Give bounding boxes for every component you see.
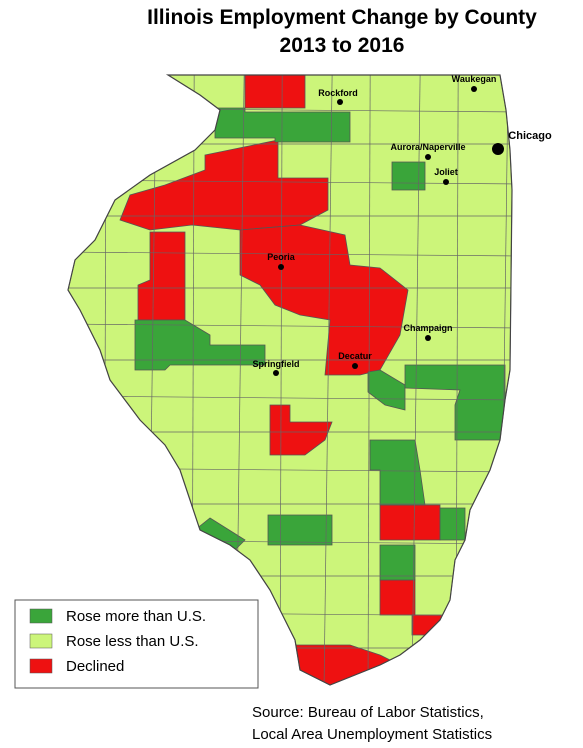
city-dot <box>443 179 449 185</box>
city-label: Joliet <box>434 167 458 177</box>
city-dot <box>352 363 358 369</box>
county-border <box>68 323 512 329</box>
county-group <box>119 139 329 231</box>
county-group <box>244 75 306 109</box>
city-dot <box>425 335 431 341</box>
county-border <box>68 395 512 401</box>
legend-box <box>14 599 259 689</box>
legend-label: Declined <box>66 658 124 675</box>
county-group <box>379 504 441 541</box>
county-group <box>269 404 333 456</box>
city-label: Peoria <box>267 252 296 262</box>
city-dot <box>273 370 279 376</box>
county-group <box>391 161 426 191</box>
legend-swatch <box>29 608 53 624</box>
city-label: Decatur <box>338 351 372 361</box>
city-label: Champaign <box>403 323 452 333</box>
legend-swatch <box>29 658 53 674</box>
map-subtitle: 2013 to 2016 <box>280 34 405 57</box>
county-border <box>68 75 69 685</box>
county-group <box>439 507 466 541</box>
cities: Rockford Waukegan Chicago Aurora/Napervi… <box>253 74 552 376</box>
county-border <box>411 75 421 685</box>
county-group <box>134 319 266 371</box>
city-dot <box>337 99 343 105</box>
county-border <box>103 75 107 685</box>
county-border <box>367 75 371 685</box>
map-title: Illinois Employment Change by County <box>147 6 537 29</box>
county-group <box>404 364 506 441</box>
city-dot <box>278 264 284 270</box>
county-border <box>68 251 512 257</box>
city-dot <box>425 154 431 160</box>
county-border <box>279 75 283 685</box>
county-group <box>267 514 333 546</box>
source: Source: Bureau of Labor Statistics, <box>252 704 484 721</box>
legend-swatch <box>29 633 53 649</box>
county-group <box>379 544 416 581</box>
legend: Rose more than U.S. Rose less than U.S. … <box>14 599 259 689</box>
city-label: Rockford <box>318 88 358 98</box>
city-dot <box>471 86 477 92</box>
legend-label: Rose less than U.S. <box>66 633 199 650</box>
legend-label: Rose more than U.S. <box>66 608 206 625</box>
city-dot <box>492 143 504 155</box>
source: Local Area Unemployment Statistics <box>252 726 492 743</box>
city-label: Aurora/Naperville <box>390 142 465 152</box>
county-group <box>367 369 406 411</box>
county-group <box>379 579 416 616</box>
state <box>67 74 513 686</box>
city-label: Chicago <box>508 130 552 142</box>
city-label: Springfield <box>253 359 300 369</box>
city-label: Waukegan <box>452 74 497 84</box>
county-group <box>214 107 351 143</box>
county-border <box>323 75 333 685</box>
county-group <box>369 439 426 506</box>
